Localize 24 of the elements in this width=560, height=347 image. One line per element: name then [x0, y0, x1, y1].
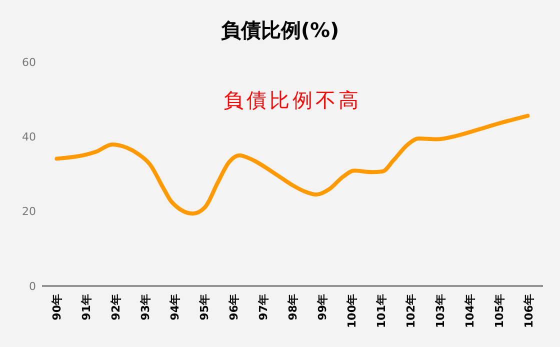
x-tick-label: 94年 — [168, 294, 182, 320]
x-tick-label: 93年 — [139, 294, 152, 320]
y-tick-label: 20 — [22, 205, 36, 218]
y-tick-label: 60 — [22, 56, 36, 69]
x-tick-label: 97年 — [257, 294, 270, 320]
x-tick-label: 104年 — [463, 294, 476, 328]
x-tick-label: 98年 — [286, 294, 300, 320]
x-tick-label: 101年 — [374, 294, 388, 328]
x-tick-label: 91年 — [80, 294, 94, 320]
x-tick-label: 99年 — [316, 294, 329, 320]
line-series — [54, 114, 530, 216]
x-tick-label: 102年 — [404, 294, 418, 328]
y-tick-label: 40 — [22, 130, 36, 144]
x-tick-label: 103年 — [434, 294, 447, 328]
x-tick-label: 92年 — [110, 294, 123, 320]
x-tick-label: 95年 — [198, 294, 212, 320]
x-tick-label: 105年 — [492, 294, 506, 328]
chart-title: 負債比例(%) — [220, 18, 340, 42]
x-tick-label: 106年 — [522, 294, 536, 328]
annotation: 負債比例不高 — [224, 88, 362, 112]
x-tick-label: 100年 — [345, 294, 358, 328]
x-tick-label: 96年 — [228, 294, 241, 320]
x-tick-label: 90年 — [50, 294, 64, 320]
y-tick-label: 0 — [29, 280, 36, 293]
